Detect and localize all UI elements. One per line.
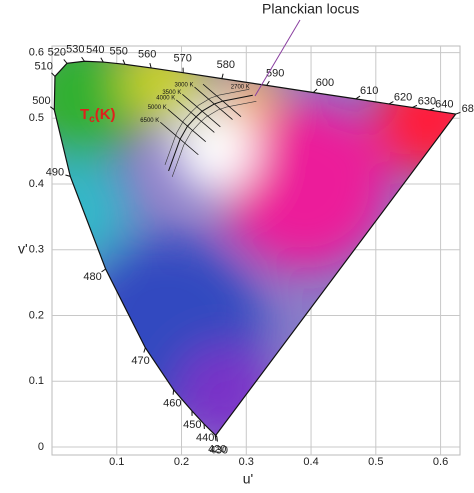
blob: [173, 108, 257, 192]
cct-subscript: c: [89, 114, 95, 125]
wavelength-tick: [63, 59, 68, 64]
wavelength-label: 560: [138, 48, 156, 60]
cct-label: 6500 K: [140, 118, 159, 124]
wavelength-label: 610: [360, 85, 378, 97]
wavelength-label: 460: [163, 398, 181, 410]
planckian-pointer: [254, 19, 301, 97]
blob: [220, 100, 390, 270]
x-axis-label: u': [243, 471, 253, 487]
isotherm: [194, 86, 233, 120]
wavelength-label: 580: [217, 59, 235, 71]
wavelength-label: 640: [435, 99, 453, 111]
planckian-label: Planckian locus: [262, 1, 359, 17]
wavelength-label: 500: [32, 95, 50, 107]
wavelength-tick: [388, 101, 394, 105]
planckian-band: [164, 89, 250, 166]
wavelength-tick: [51, 72, 56, 77]
wavelength-tick: [455, 111, 461, 115]
wavelength-label: 430: [210, 444, 228, 456]
y-tick-label: 0.2: [29, 309, 44, 321]
cct-unit: (K): [95, 106, 116, 123]
isotherm: [176, 99, 215, 133]
wavelength-label: 510: [35, 60, 53, 72]
wavelength-tick: [312, 88, 318, 93]
cct-label: 3000 K: [175, 83, 194, 89]
x-tick-label: 0.4: [303, 456, 318, 468]
isotherm: [182, 94, 221, 128]
x-tick-label: 0.1: [109, 456, 124, 468]
y-axis-label: v': [18, 241, 28, 257]
wavelength-label: 630: [418, 96, 436, 108]
y-tick-label: 0.6: [29, 46, 44, 58]
planckian-curve: [168, 94, 253, 172]
wavelength-tick: [101, 268, 106, 273]
wavelength-tick: [65, 174, 71, 177]
y-tick-label: 0: [38, 441, 44, 453]
cct-label: 3500 K: [162, 90, 181, 96]
wavelength-tick: [149, 62, 152, 69]
wavelength-tick: [221, 73, 224, 79]
wavelength-label: 440: [196, 432, 214, 444]
wavelength-tick: [49, 106, 55, 111]
cct-label: 5000 K: [148, 105, 167, 111]
plot-frame: [51, 45, 461, 456]
y-tick-label: 0.1: [29, 375, 44, 387]
x-tick-label: 0.6: [433, 456, 448, 468]
wavelength-label: 600: [316, 77, 334, 89]
wavelength-label: 490: [46, 166, 64, 178]
y-tick-label: 0.4: [29, 178, 44, 190]
wavelength-tick: [216, 436, 218, 442]
isotherm: [167, 108, 206, 143]
wavelength-tick: [143, 347, 146, 353]
wavelength-label: 520: [48, 46, 66, 58]
y-tick-label: 0.3: [29, 244, 44, 256]
wavelength-tick: [100, 57, 104, 63]
wavelength-label: 450: [183, 419, 201, 431]
wavelength-tick: [81, 56, 85, 62]
x-tick-label: 0.2: [174, 456, 189, 468]
wavelength-tick: [429, 107, 435, 111]
wavelength-label: 470: [131, 355, 149, 367]
wavelength-tick: [412, 104, 418, 108]
cct-symbol: T: [80, 106, 89, 123]
x-tick-label: 0.3: [239, 456, 254, 468]
wavelength-tick: [355, 95, 361, 100]
cct-label: 4000 K: [156, 95, 175, 101]
cct-title: Tc(K): [80, 106, 116, 125]
wavelength-tick: [214, 435, 217, 441]
isotherm: [202, 83, 242, 117]
cct-label: 2700 K: [231, 85, 250, 91]
wavelength-label: 550: [109, 45, 127, 57]
x-tick-label: 0.5: [368, 456, 383, 468]
isotherm: [160, 121, 199, 156]
wavelength-label: 420: [208, 444, 226, 456]
wavelength-label: 540: [86, 44, 104, 56]
wavelength-tick: [122, 59, 126, 65]
y-tick-label: 0.5: [29, 112, 44, 124]
wavelength-label: 480: [83, 271, 101, 283]
wavelength-label: 570: [173, 53, 191, 65]
wavelength-tick: [266, 80, 270, 86]
wavelength-label: 620: [394, 91, 412, 103]
wavelength-label: 530: [66, 44, 84, 56]
wavelength-label: 680: [462, 103, 474, 115]
blob: [120, 61, 210, 127]
